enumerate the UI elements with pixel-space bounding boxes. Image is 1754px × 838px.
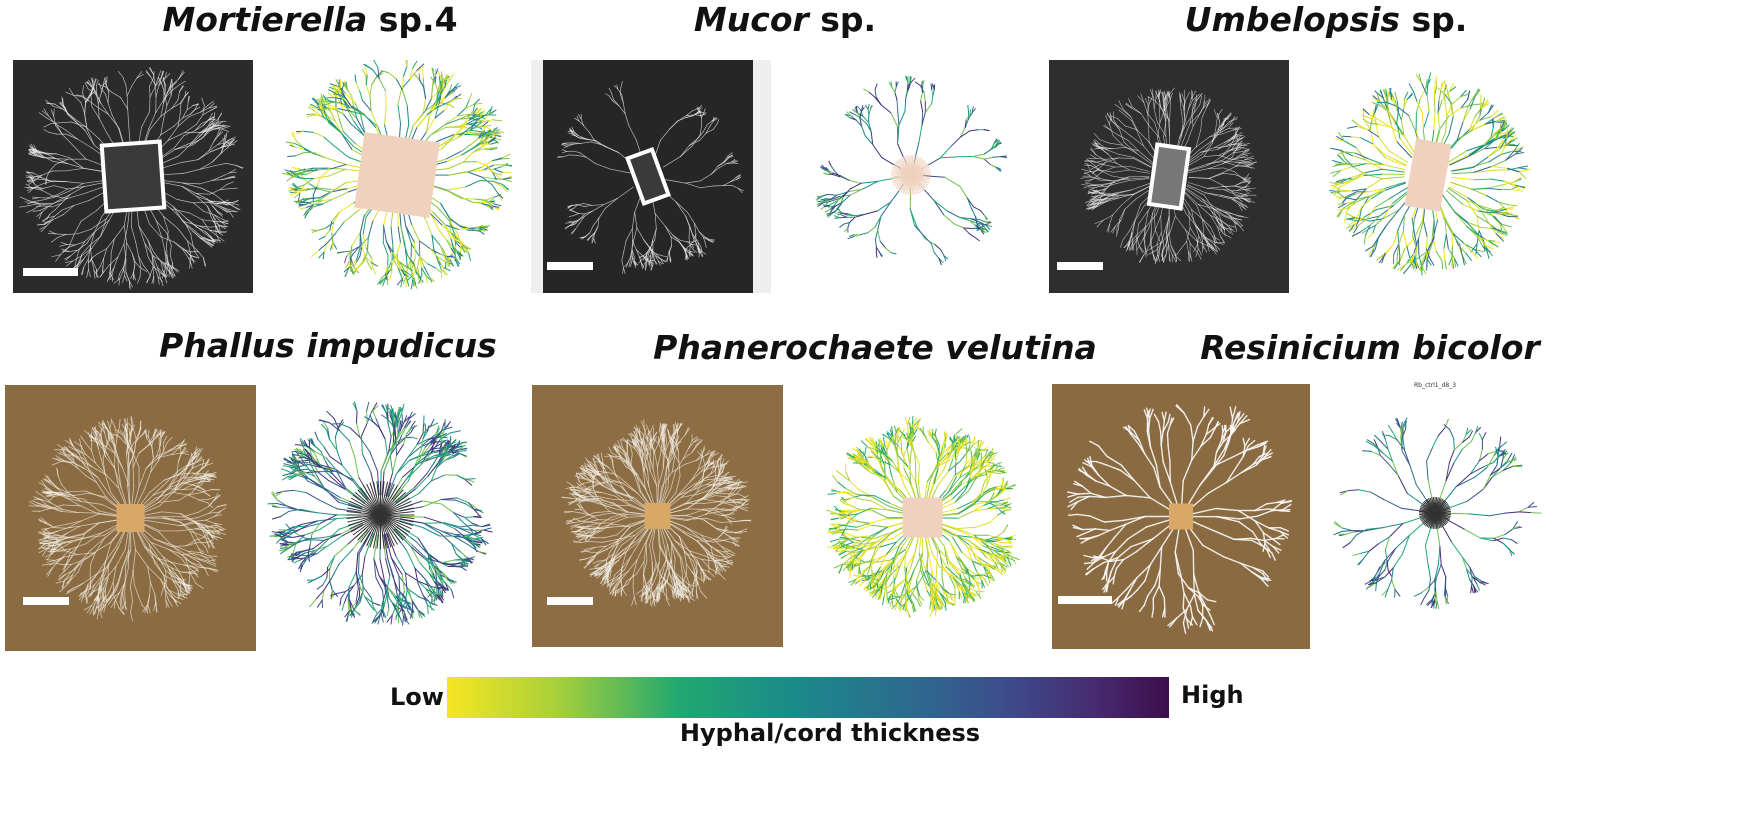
micrograph-mucor <box>531 60 771 293</box>
colorbar-low-label: Low <box>390 683 444 711</box>
scale-bar <box>23 268 78 276</box>
network-graph <box>1333 417 1542 610</box>
scale-bar <box>1058 596 1112 604</box>
micrograph-phallus <box>5 385 256 651</box>
colorbar-gradient <box>447 677 1169 718</box>
panel-title-umbelopsis: Umbelopsis sp. <box>1185 0 1468 39</box>
hyphae-image <box>561 419 752 607</box>
network-graph <box>282 60 512 290</box>
network-graph <box>1329 72 1531 276</box>
scale-bar <box>23 597 69 605</box>
network-graph <box>267 401 493 626</box>
network-graph <box>826 416 1020 618</box>
panel-title-phallus: Phallus impudicus <box>159 326 497 365</box>
panel-title-genus: Umbelopsis <box>1184 0 1401 39</box>
network-graph <box>815 75 1008 266</box>
panel-title-phanerochaete: Phanerochaete velutina <box>653 328 1097 367</box>
hyphae-image <box>28 415 227 621</box>
micrograph-resinicium <box>1052 384 1310 649</box>
network-graph-phallus <box>258 390 503 640</box>
network-graph-umbelopsis <box>1313 60 1543 290</box>
network-graph-resinicium <box>1316 392 1554 634</box>
panel-title-mortierella: Mortierella sp.4 <box>162 0 457 39</box>
panel-title-genus: Mucor <box>693 0 809 39</box>
colorbar-title: Hyphal/cord thickness <box>679 719 981 747</box>
panel-title-suffix: sp. <box>1400 0 1468 39</box>
network-graph-mortierella <box>282 60 512 290</box>
colorbar-high-label: High <box>1181 681 1244 709</box>
hyphae-image <box>1080 87 1257 264</box>
scale-bar <box>547 262 593 270</box>
micrograph-mortierella <box>13 60 253 293</box>
panel-title-mucor: Mucor sp. <box>694 0 876 39</box>
panel-title-genus: Phallus impudicus <box>159 326 497 365</box>
panel-title-genus: Phanerochaete velutina <box>653 328 1097 367</box>
hyphae-image <box>19 67 244 290</box>
scale-bar <box>547 597 593 605</box>
hyphae-image <box>557 81 744 274</box>
panel-title-suffix: sp. <box>808 0 877 39</box>
panel-title-resinicium: Resinicium bicolor <box>1200 328 1540 367</box>
network-graph-mucor <box>796 60 1026 290</box>
panel-title-genus: Mortierella <box>162 0 368 39</box>
colorbar <box>447 677 1169 718</box>
scale-bar <box>1057 262 1103 270</box>
network-graph-phanerochaete <box>800 395 1045 640</box>
photo-frame <box>543 60 753 293</box>
panel-title-genus: Resinicium bicolor <box>1200 328 1540 367</box>
hyphae-image <box>1066 404 1293 635</box>
micrograph-phanerochaete <box>532 385 783 647</box>
panel-title-suffix: sp.4 <box>367 0 458 39</box>
network-filename-label: Rb_ctrl1_d8_3 <box>1413 382 1457 389</box>
micrograph-umbelopsis <box>1049 60 1289 293</box>
